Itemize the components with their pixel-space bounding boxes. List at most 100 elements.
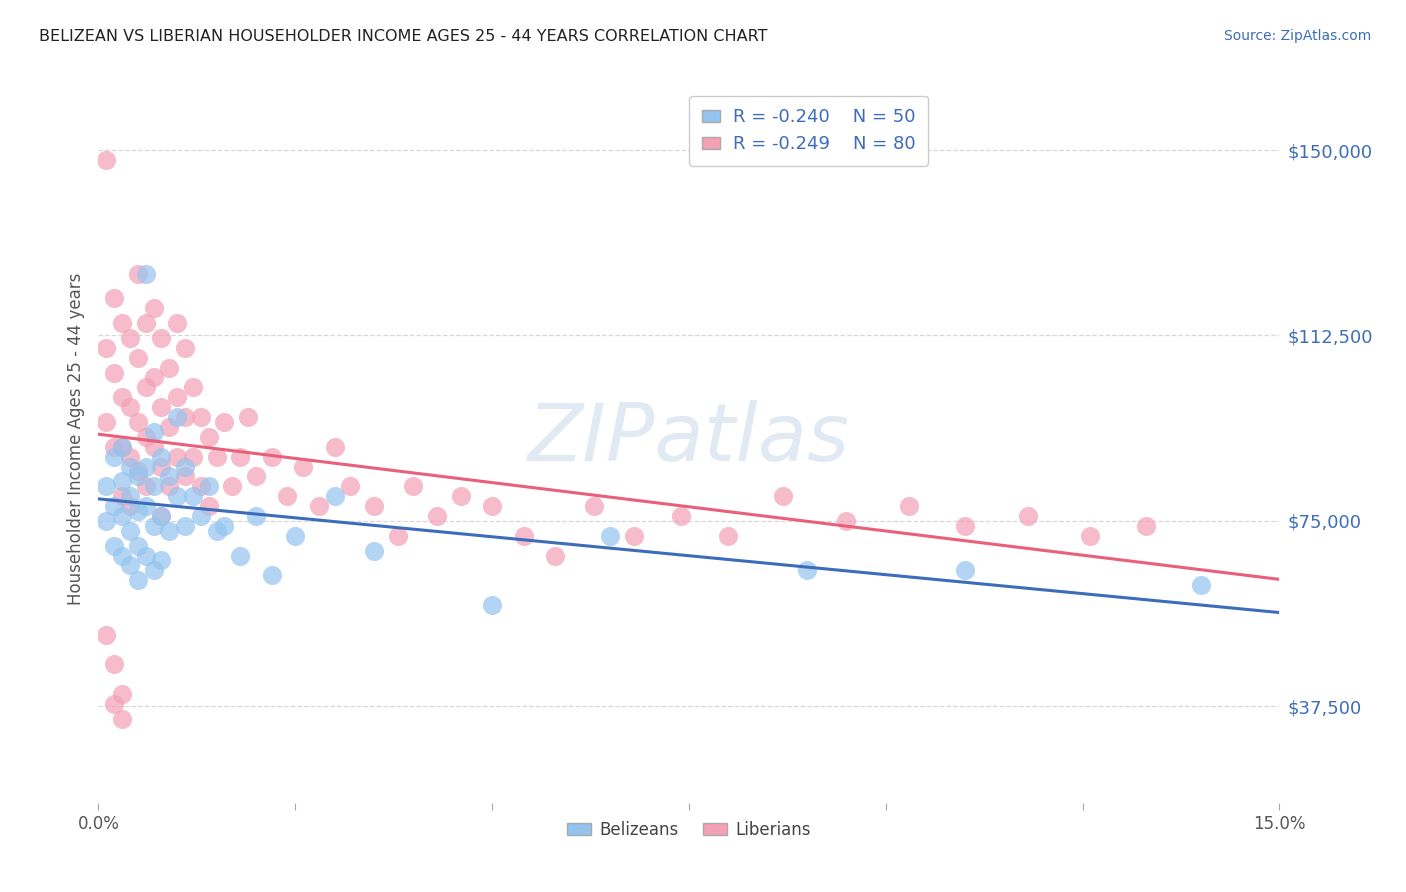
Point xyxy=(953,519,976,533)
Point xyxy=(111,475,134,489)
Point xyxy=(96,514,118,528)
Point xyxy=(166,410,188,425)
Point xyxy=(118,489,141,503)
Point xyxy=(1017,508,1039,523)
Point xyxy=(1189,578,1212,592)
Point xyxy=(205,450,228,464)
Point xyxy=(103,657,125,672)
Point xyxy=(111,316,134,330)
Point xyxy=(229,549,252,563)
Point xyxy=(450,489,472,503)
Legend: Belizeans, Liberians: Belizeans, Liberians xyxy=(561,814,817,846)
Point xyxy=(111,440,134,454)
Point xyxy=(481,598,503,612)
Point xyxy=(214,415,236,429)
Point xyxy=(245,508,267,523)
Point xyxy=(135,499,157,513)
Point xyxy=(835,514,858,528)
Point xyxy=(135,479,157,493)
Point xyxy=(135,380,157,394)
Point xyxy=(135,316,157,330)
Point xyxy=(103,291,125,305)
Point xyxy=(174,519,197,533)
Point xyxy=(229,450,252,464)
Point xyxy=(669,508,692,523)
Point xyxy=(174,459,197,474)
Point xyxy=(150,331,173,345)
Point xyxy=(118,459,141,474)
Point xyxy=(127,351,149,365)
Point xyxy=(150,459,173,474)
Point xyxy=(512,529,534,543)
Point xyxy=(103,450,125,464)
Point xyxy=(118,450,141,464)
Point xyxy=(583,499,606,513)
Text: ZIPatlas: ZIPatlas xyxy=(527,401,851,478)
Point xyxy=(1080,529,1102,543)
Point xyxy=(150,450,173,464)
Point xyxy=(197,499,219,513)
Point xyxy=(111,687,134,701)
Point xyxy=(118,331,141,345)
Point xyxy=(103,697,125,711)
Point xyxy=(623,529,645,543)
Point xyxy=(190,479,212,493)
Point xyxy=(190,410,212,425)
Point xyxy=(150,553,173,567)
Point xyxy=(127,539,149,553)
Point xyxy=(174,469,197,483)
Point xyxy=(135,430,157,444)
Point xyxy=(150,508,173,523)
Point xyxy=(150,400,173,414)
Point xyxy=(276,489,298,503)
Point xyxy=(363,499,385,513)
Point xyxy=(174,341,197,355)
Point xyxy=(363,543,385,558)
Point xyxy=(111,440,134,454)
Point xyxy=(96,341,118,355)
Point xyxy=(135,459,157,474)
Point xyxy=(402,479,425,493)
Point xyxy=(157,469,180,483)
Point xyxy=(103,499,125,513)
Point xyxy=(339,479,361,493)
Point xyxy=(142,440,165,454)
Point xyxy=(142,563,165,577)
Point xyxy=(157,360,180,375)
Point xyxy=(111,390,134,404)
Text: BELIZEAN VS LIBERIAN HOUSEHOLDER INCOME AGES 25 - 44 YEARS CORRELATION CHART: BELIZEAN VS LIBERIAN HOUSEHOLDER INCOME … xyxy=(39,29,768,44)
Point xyxy=(127,504,149,518)
Point xyxy=(157,479,180,493)
Point xyxy=(127,574,149,588)
Y-axis label: Householder Income Ages 25 - 44 years: Householder Income Ages 25 - 44 years xyxy=(66,273,84,606)
Point xyxy=(308,499,330,513)
Point xyxy=(260,450,283,464)
Point xyxy=(205,524,228,538)
Point xyxy=(190,508,212,523)
Point xyxy=(181,489,204,503)
Point xyxy=(103,440,125,454)
Point xyxy=(214,519,236,533)
Point xyxy=(323,440,346,454)
Point xyxy=(166,390,188,404)
Point xyxy=(323,489,346,503)
Point xyxy=(166,489,188,503)
Point xyxy=(96,627,118,641)
Point xyxy=(118,524,141,538)
Point xyxy=(181,380,204,394)
Point xyxy=(292,459,315,474)
Point xyxy=(127,267,149,281)
Point xyxy=(387,529,409,543)
Point xyxy=(142,519,165,533)
Point xyxy=(481,499,503,513)
Point xyxy=(166,316,188,330)
Point xyxy=(118,499,141,513)
Point xyxy=(142,370,165,384)
Point xyxy=(544,549,567,563)
Point xyxy=(174,410,197,425)
Point xyxy=(127,415,149,429)
Point xyxy=(111,712,134,726)
Point xyxy=(150,508,173,523)
Point xyxy=(118,558,141,573)
Point xyxy=(197,430,219,444)
